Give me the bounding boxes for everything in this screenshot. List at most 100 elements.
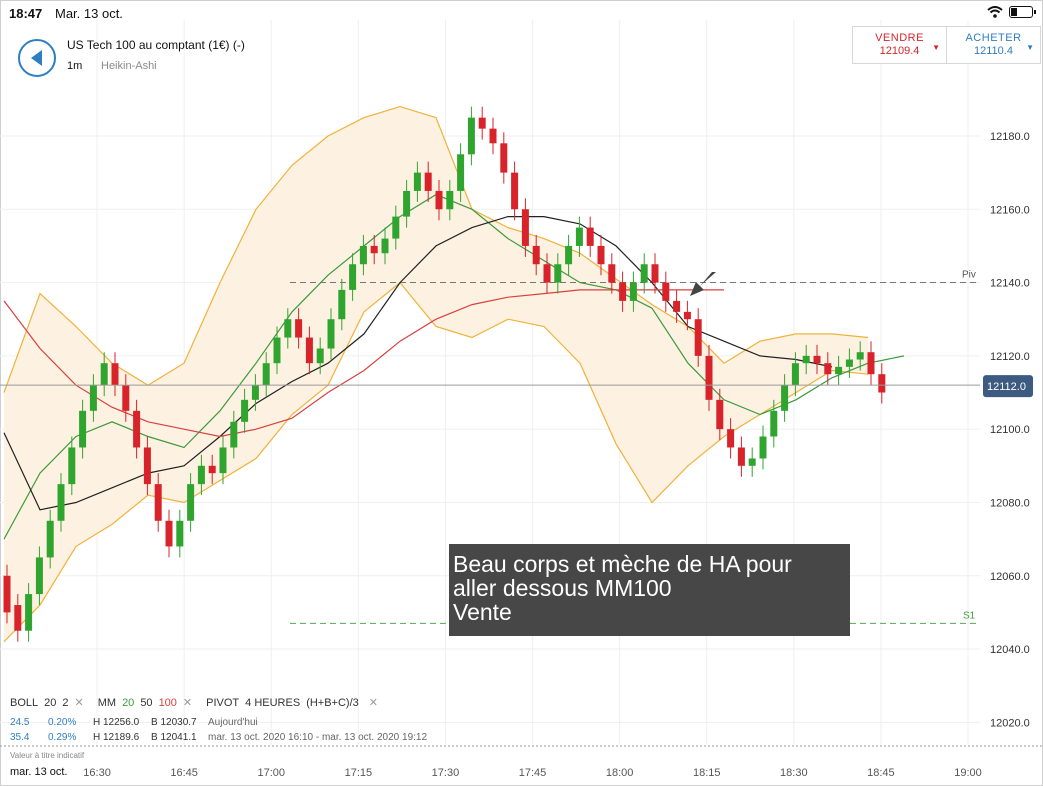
candle-body xyxy=(35,557,43,595)
stat-low: B 12030.7 xyxy=(151,717,197,728)
annotation-line: Vente xyxy=(453,599,512,625)
x-tick-label: 17:30 xyxy=(432,767,460,779)
candle-body xyxy=(554,264,562,283)
candle-body xyxy=(46,520,54,558)
candle-body xyxy=(392,216,400,239)
candle-body xyxy=(791,363,799,386)
candle-body xyxy=(575,227,583,246)
candle-body xyxy=(14,605,22,631)
stat-high: H 12256.0 xyxy=(93,717,140,728)
candle-body xyxy=(543,264,551,283)
x-tick-label: 18:15 xyxy=(693,767,721,779)
candle-body xyxy=(133,410,141,448)
mm-period-50: 50 xyxy=(140,696,153,709)
candle-body xyxy=(424,172,432,191)
x-tick-label: 17:00 xyxy=(257,767,285,779)
candle-body xyxy=(176,520,184,547)
stat-percent: 0.29% xyxy=(48,732,77,743)
candle-body xyxy=(284,319,292,338)
candle-body xyxy=(727,429,735,448)
candle-body xyxy=(878,374,886,393)
y-tick-label: 12100.0 xyxy=(990,424,1030,436)
battery-icon xyxy=(1009,6,1036,18)
candle-body xyxy=(219,447,227,474)
candle-body xyxy=(662,282,670,301)
x-tick-label: 16:30 xyxy=(83,767,111,779)
pivot-formula: (H+B+C)/3 xyxy=(306,696,359,709)
candle-body xyxy=(3,575,11,613)
boll-label[interactable]: BOLL xyxy=(10,696,39,709)
candle-body xyxy=(694,319,702,356)
x-axis-date: mar. 13 oct. xyxy=(10,766,68,778)
stats-row: 24.5 0.20% H 12256.0 B 12030.7 Aujourd'h… xyxy=(10,717,258,728)
candle-body xyxy=(532,245,540,265)
candle-body xyxy=(197,465,205,485)
candle-body xyxy=(565,245,573,265)
stat-points: 24.5 xyxy=(10,717,30,728)
remove-boll-icon[interactable]: ✕ xyxy=(74,697,84,709)
y-tick-label: 12060.0 xyxy=(990,571,1030,583)
candle-body xyxy=(349,264,357,290)
pivot-label: Piv xyxy=(962,270,976,281)
candle-body xyxy=(856,352,864,360)
candle-body xyxy=(521,209,529,246)
x-tick-label: 17:15 xyxy=(345,767,373,779)
candle-body xyxy=(845,359,853,367)
candle-body xyxy=(305,337,313,364)
candle-body xyxy=(683,311,691,320)
candle-body xyxy=(316,348,324,364)
back-button[interactable] xyxy=(18,39,56,77)
chart-type-selector[interactable]: Heikin-Ashi xyxy=(101,60,157,72)
annotation-line: aller dessous MM100 xyxy=(453,575,672,601)
candle-body xyxy=(295,319,303,338)
candle-body xyxy=(435,190,443,210)
sell-button[interactable]: VENDRE 12109.4 ▼ xyxy=(852,26,947,64)
mm-label[interactable]: MM xyxy=(97,696,117,709)
candle-body xyxy=(597,245,605,265)
y-tick-label: 12140.0 xyxy=(990,278,1030,290)
candle-body xyxy=(511,172,519,210)
current-price-tag xyxy=(983,375,1033,398)
sell-price: 12109.4 xyxy=(879,45,920,57)
candle-body xyxy=(716,399,724,430)
disclaimer: Valeur à titre indicatif xyxy=(10,751,85,760)
mm-period-20: 20 xyxy=(122,696,135,709)
current-price-value: 12112.0 xyxy=(987,381,1026,393)
candle-body xyxy=(262,363,270,386)
stat-high: H 12189.6 xyxy=(93,732,140,743)
x-tick-label: 18:00 xyxy=(606,767,634,779)
candle-body xyxy=(651,264,659,283)
candle-body xyxy=(478,117,486,129)
candle-body xyxy=(824,363,832,375)
candle-body xyxy=(251,385,259,400)
back-arrow-icon xyxy=(31,50,42,66)
candle-body xyxy=(813,355,821,364)
candle-body xyxy=(500,143,508,173)
candle-body xyxy=(446,190,454,210)
candle-body xyxy=(273,337,281,364)
remove-pivot-icon[interactable]: ✕ xyxy=(368,697,378,709)
instrument-name: US Tech 100 au comptant (1€) (-) xyxy=(67,38,245,52)
candle-body xyxy=(608,264,616,283)
remove-mm-icon[interactable]: ✕ xyxy=(182,697,193,709)
s1-label: S1 xyxy=(963,610,976,621)
timeframe-selector[interactable]: 1m xyxy=(67,60,83,72)
candle-body xyxy=(781,385,789,411)
status-time: 18:47 xyxy=(9,6,43,21)
series-line xyxy=(3,193,905,540)
candle-body xyxy=(230,421,238,448)
candle-body xyxy=(327,319,335,349)
pivot-label[interactable]: PIVOT xyxy=(206,696,240,709)
candle-body xyxy=(68,447,76,485)
candle-body xyxy=(241,399,249,422)
x-tick-label: 19:00 xyxy=(954,767,982,779)
stat-low: B 12041.1 xyxy=(151,732,197,743)
candle-body xyxy=(640,264,648,283)
bollinger-lower-band xyxy=(3,281,869,643)
candle-body xyxy=(867,352,875,375)
wifi-icon xyxy=(987,6,1003,18)
buy-button[interactable]: ACHETER 12110.4 ▼ xyxy=(946,26,1041,64)
candle-body xyxy=(489,128,497,144)
y-tick-label: 12040.0 xyxy=(990,644,1030,656)
